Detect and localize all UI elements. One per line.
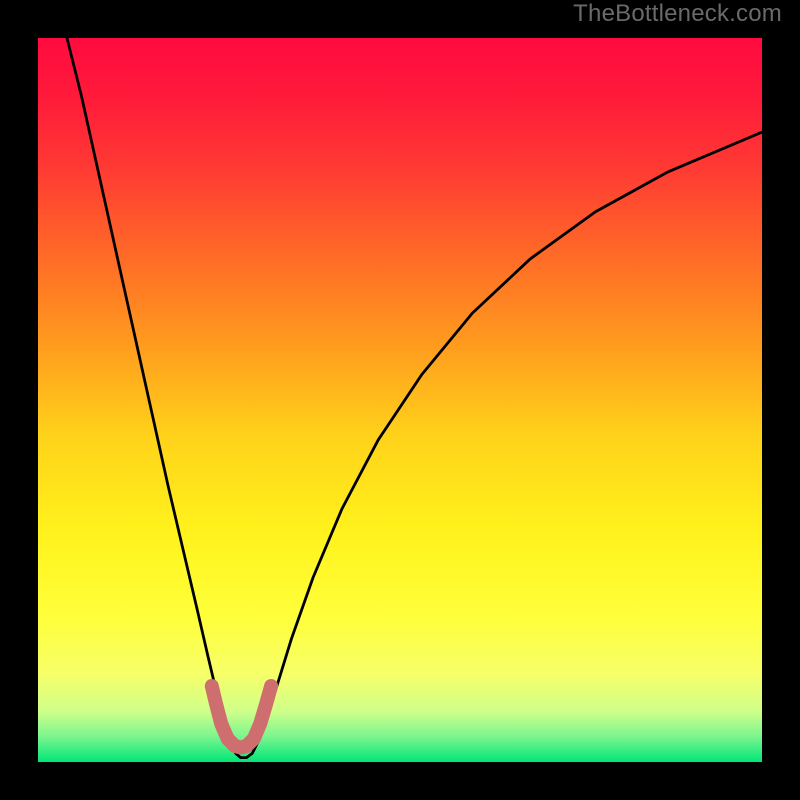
- gradient-panel: [38, 38, 762, 762]
- watermark-text: TheBottleneck.com: [573, 0, 782, 28]
- chart-svg: [0, 0, 800, 800]
- chart-stage: TheBottleneck.com: [0, 0, 800, 800]
